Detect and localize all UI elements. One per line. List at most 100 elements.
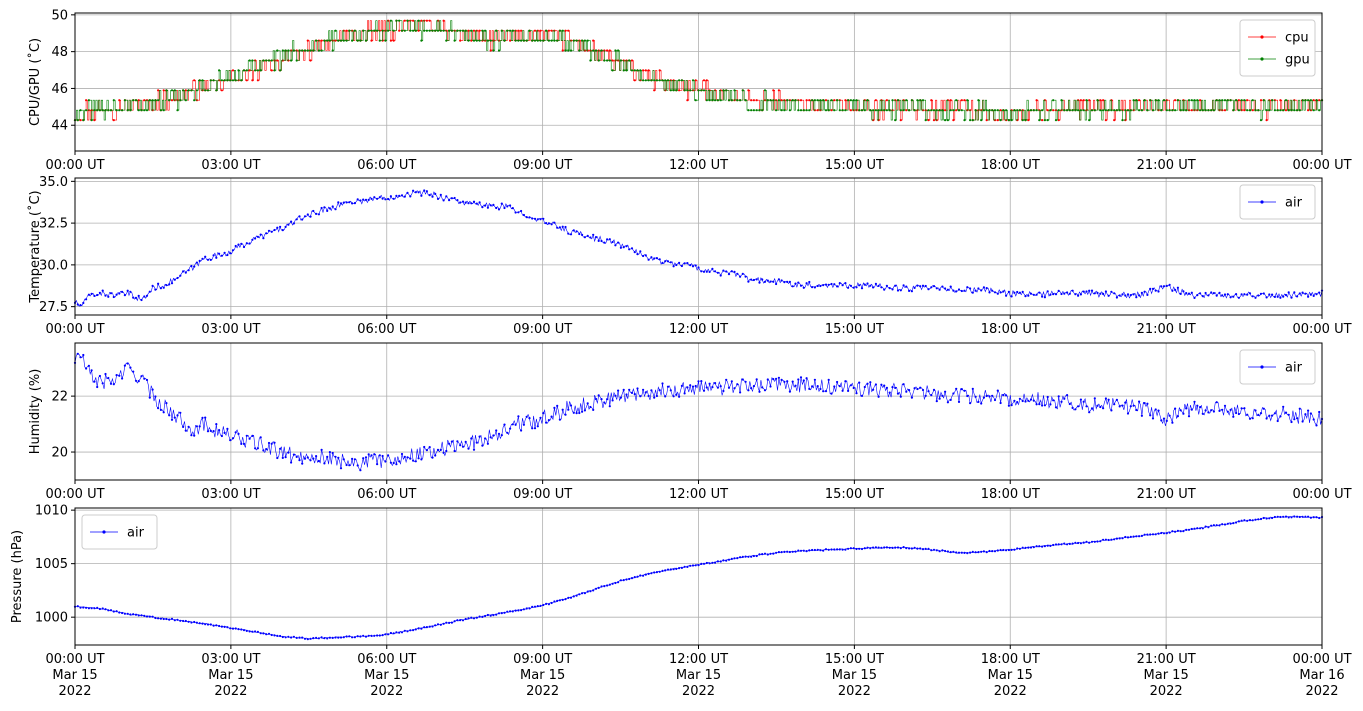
x-tick-label: 15:00 UT	[825, 322, 884, 337]
legend-marker-air	[1260, 365, 1264, 369]
data-point	[279, 69, 282, 72]
data-point	[622, 388, 625, 391]
data-point	[165, 402, 168, 405]
data-point	[359, 39, 362, 42]
data-point	[509, 29, 512, 32]
data-point	[395, 19, 398, 22]
data-point	[578, 232, 581, 236]
data-point	[636, 575, 639, 578]
data-point	[1237, 99, 1240, 102]
data-point	[1154, 289, 1157, 292]
data-point	[1016, 401, 1019, 404]
data-point	[1176, 286, 1179, 289]
data-point	[1090, 407, 1094, 410]
data-point	[860, 547, 864, 551]
data-point	[1259, 292, 1263, 295]
data-point	[733, 89, 736, 92]
data-point	[1115, 537, 1118, 540]
data-point	[132, 99, 135, 102]
data-point	[1149, 414, 1152, 417]
x-tick-date: Mar 15	[208, 668, 253, 683]
x-tick-label: 06:00 UT	[357, 652, 416, 667]
data-point	[439, 448, 442, 451]
data-point	[1176, 415, 1179, 418]
data-point	[1174, 407, 1177, 410]
data-point	[1032, 546, 1035, 549]
x-tick-label: 15:00 UT	[825, 487, 884, 502]
data-point	[642, 69, 645, 72]
data-point	[126, 109, 129, 112]
data-point	[702, 89, 706, 92]
data-point	[594, 49, 598, 52]
data-point	[1102, 99, 1105, 102]
data-point	[777, 551, 781, 554]
data-point	[140, 375, 143, 378]
data-point	[464, 201, 467, 204]
data-point	[1007, 404, 1011, 407]
data-point	[741, 89, 744, 92]
data-point	[1102, 109, 1105, 112]
data-point	[326, 39, 329, 42]
data-point	[475, 39, 478, 42]
data-point	[1298, 109, 1301, 112]
x-tick-label: 15:00 UT	[825, 652, 884, 667]
data-point	[170, 418, 174, 421]
data-point	[780, 109, 783, 112]
data-point	[126, 612, 129, 615]
data-point	[955, 109, 958, 112]
data-point	[1046, 395, 1049, 399]
data-point	[894, 284, 897, 287]
data-point	[1035, 109, 1038, 112]
data-point	[412, 189, 415, 192]
data-point	[1265, 119, 1268, 122]
data-point	[581, 39, 584, 42]
data-point	[509, 39, 512, 42]
data-point	[653, 79, 656, 82]
data-point	[1032, 399, 1035, 402]
data-point	[317, 637, 320, 640]
data-point	[880, 546, 883, 549]
data-point	[783, 109, 786, 112]
data-point	[813, 286, 817, 289]
data-point	[209, 79, 212, 82]
data-point	[905, 285, 908, 288]
data-point	[145, 294, 149, 297]
data-point	[910, 290, 914, 293]
data-point	[306, 213, 309, 216]
data-point	[1190, 109, 1193, 112]
data-point	[206, 623, 210, 626]
data-point	[866, 382, 869, 385]
data-point	[655, 571, 659, 574]
data-point	[1157, 290, 1160, 293]
data-point	[370, 29, 373, 32]
data-point	[317, 459, 320, 463]
data-point	[1085, 99, 1088, 102]
data-point	[345, 39, 348, 42]
data-point	[866, 99, 869, 102]
x-tick-date: Mar 15	[832, 668, 877, 683]
data-point	[916, 284, 919, 287]
data-point	[500, 612, 503, 615]
x-tick-label: 00:00 UT	[45, 158, 104, 173]
data-point	[1221, 99, 1224, 102]
data-point	[1052, 399, 1055, 402]
data-point	[678, 89, 681, 92]
data-point	[741, 272, 744, 275]
data-point	[85, 298, 88, 301]
data-point	[123, 294, 126, 297]
data-point	[486, 39, 489, 42]
data-point	[1063, 397, 1066, 400]
data-point	[603, 585, 606, 588]
x-tick-label: 06:00 UT	[357, 322, 416, 337]
data-point	[874, 546, 878, 549]
data-point	[295, 636, 298, 640]
data-point	[606, 584, 609, 587]
data-point	[600, 585, 603, 588]
x-tick-label: 18:00 UT	[981, 158, 1040, 173]
data-point	[1193, 400, 1196, 403]
data-point	[218, 429, 221, 432]
data-point	[1079, 109, 1082, 112]
data-point	[206, 89, 210, 92]
data-point	[910, 396, 914, 399]
